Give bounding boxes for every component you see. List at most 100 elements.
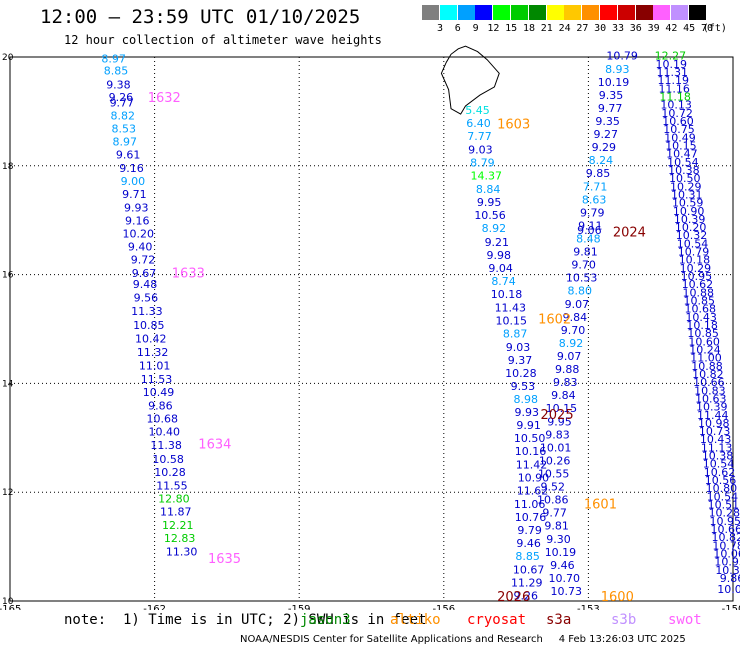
wave-height-value: 10.54: [707, 490, 739, 503]
wave-height-value: 11.53: [141, 373, 173, 386]
wave-height-value: 9.88: [555, 363, 580, 376]
scale-swatch: [528, 5, 546, 20]
wave-height-value: 10.02: [717, 583, 740, 596]
wave-height-value: 9.52: [540, 481, 565, 494]
wave-height-value: 11.42: [516, 458, 548, 471]
wave-height-value: 9.86: [148, 400, 173, 413]
wave-height-value: 10.49: [143, 386, 175, 399]
scale-swatch: [457, 5, 475, 20]
wave-height-value: 12.83: [164, 532, 196, 545]
wave-height-value: 10.19: [656, 58, 688, 71]
wave-height-value: 9.07: [565, 298, 590, 311]
wave-height-value: 10.39: [696, 401, 728, 414]
wave-height-value: 9.93: [514, 406, 539, 419]
wave-height-value: 10.40: [148, 426, 180, 439]
wave-height-value: 10.80: [706, 482, 738, 495]
wave-height-value: 11.55: [156, 479, 188, 492]
wave-height-value: 8.85: [515, 550, 540, 563]
wave-height-value: 9.72: [131, 254, 156, 267]
wave-height-value: 10.82: [711, 531, 740, 544]
wave-height-value: 11.44: [697, 409, 729, 422]
wave-height-value: 11.06: [514, 498, 546, 511]
legend-altiko: altiko: [390, 612, 441, 628]
wave-height-value: 9.35: [595, 115, 620, 128]
wave-height-value: 8.24: [589, 154, 614, 167]
wave-height-value: 8.87: [503, 328, 528, 341]
scale-swatch: [511, 5, 528, 20]
wave-height-value: 10.75: [663, 123, 695, 136]
wave-height-value: 9.71: [122, 188, 147, 201]
scale-label: 24: [558, 23, 571, 34]
wave-height-value: 10.58: [152, 453, 184, 466]
credit-line: NOAA/NESDIS Center for Satellite Applica…: [240, 634, 686, 645]
wave-height-value: 9.95: [547, 415, 572, 428]
wave-height-value: 11.43: [495, 302, 527, 315]
wave-height-value: 10.20: [675, 221, 707, 234]
lat-tick-label: 16: [2, 271, 14, 281]
wave-height-value: 9.37: [508, 354, 533, 367]
lat-tick-label: 20: [2, 53, 14, 63]
wave-height-value: 9.81: [544, 520, 569, 533]
pass-number-label: 1634: [198, 438, 231, 453]
wave-height-value: 10.43: [700, 433, 732, 446]
wave-height-value: 9.46: [516, 537, 541, 550]
scale-swatch: [439, 5, 457, 20]
wave-height-value: 9.79: [517, 524, 542, 537]
island-outline: [440, 45, 500, 115]
wave-height-value: 9.84: [551, 389, 576, 402]
pass-number-label: 1632: [148, 91, 181, 106]
scale-label: 33: [611, 23, 625, 34]
wave-height-value: 10.85: [684, 295, 716, 308]
wave-height-value: 10.55: [538, 468, 570, 481]
wave-height-value: 8.63: [582, 193, 607, 206]
wave-height-value: 9.00: [121, 175, 146, 188]
scale-swatch: [475, 5, 493, 20]
wave-height-value: 11.30: [166, 545, 198, 558]
wave-height-value: 11.31: [657, 66, 689, 79]
lon-tick-label: -156: [432, 604, 455, 610]
wave-height-value: 14.37: [470, 169, 502, 182]
wave-height-value: 9.06: [577, 224, 602, 237]
wave-height-value: 12.80: [158, 493, 190, 506]
wave-height-value: 9.98: [486, 249, 511, 262]
wave-height-value: 9.21: [485, 236, 510, 249]
wave-height-value: 11.18: [659, 91, 691, 104]
scale-label: 18: [522, 23, 536, 34]
wave-height-value: 11.01: [139, 359, 171, 372]
wave-height-value: 9.61: [116, 149, 141, 162]
wave-height-value: 10.88: [683, 286, 715, 299]
wave-height-value: 9.86: [720, 572, 740, 585]
wave-height-value: 10.28: [505, 367, 537, 380]
lon-tick-label: -165: [0, 604, 21, 610]
wave-height-value: 10.63: [695, 392, 727, 405]
wave-height-value: 9.29: [592, 141, 617, 154]
wave-height-map: -165 -162 -159 -156 -153 -150 20 18 16 14 12 10 8.97…: [0, 45, 740, 610]
wave-height-value: 9.77: [110, 97, 135, 110]
wave-height-value: 10.79: [678, 246, 710, 259]
wave-height-value: 11.13: [701, 441, 733, 454]
wave-height-value: 11.62: [517, 484, 549, 497]
pass-number-label: 1603: [497, 117, 530, 132]
scale-label: 15: [505, 23, 518, 34]
scale-swatch: [617, 5, 635, 20]
wave-height-value: 10.95: [714, 556, 740, 569]
wave-height-value: 9.30: [546, 533, 571, 546]
lat-tick-label: 14: [2, 379, 14, 389]
wave-height-value: 9.16: [125, 215, 150, 228]
map-frame: [9, 56, 734, 602]
scale-unit: (ft): [702, 23, 727, 34]
wave-height-value: 9.40: [128, 241, 153, 254]
lon-tick-label: -150: [722, 604, 740, 610]
wave-height-value: 9.03: [468, 143, 493, 156]
wave-height-value: 10.95: [681, 270, 713, 283]
scale-label: 36: [629, 23, 642, 34]
wave-height-value: 10.68: [147, 413, 179, 426]
wave-height-value: 10.13: [660, 99, 692, 112]
wave-height-value: 10.47: [666, 148, 698, 161]
wave-height-value: 10.73: [550, 585, 582, 598]
wave-height-value: 10.56: [474, 209, 506, 222]
wave-height-value: 10.18: [686, 319, 718, 332]
wave-height-value: 10.26: [539, 454, 571, 467]
wave-height-value: 10.62: [704, 466, 736, 479]
scale-swatch: [422, 5, 439, 20]
